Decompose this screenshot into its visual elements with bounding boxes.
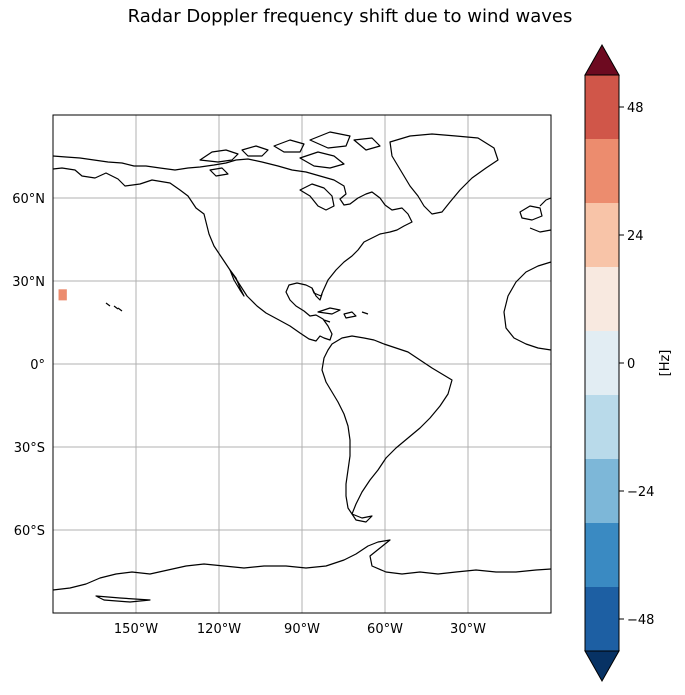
y-tick-labels: 60°N 30°N 0° 30°S 60°S bbox=[12, 192, 45, 539]
coastline-africa bbox=[503, 261, 552, 351]
data-layer bbox=[58, 289, 67, 301]
coastline-iceland bbox=[519, 205, 543, 221]
colorbar-band bbox=[585, 523, 619, 587]
y-tick-label: 0° bbox=[30, 358, 45, 373]
x-tick-label: 150°W bbox=[114, 622, 158, 637]
coastline-hudson-bay bbox=[299, 183, 335, 211]
coastline-antarctica-peninsula-detail bbox=[95, 595, 151, 603]
colorbar-extend-high bbox=[584, 43, 620, 76]
map-frame bbox=[52, 114, 552, 614]
y-tick-label: 30°N bbox=[12, 275, 45, 290]
coastline-antarctica bbox=[52, 539, 552, 591]
x-tick-labels: 150°W 120°W 90°W 60°W 30°W bbox=[114, 622, 486, 637]
coastlines bbox=[52, 131, 552, 603]
coastline-hawaii bbox=[105, 302, 123, 312]
coastline-baja bbox=[229, 269, 245, 297]
colorbar-band bbox=[585, 587, 619, 651]
y-tick-label: 60°N bbox=[12, 192, 45, 207]
x-tick-label: 120°W bbox=[197, 622, 241, 637]
data-patch bbox=[58, 289, 67, 301]
coastline-caribbean bbox=[317, 307, 369, 323]
x-tick-label: 90°W bbox=[284, 622, 320, 637]
colorbar-label: [Hz] bbox=[658, 350, 673, 377]
coastline-north-america bbox=[52, 155, 413, 342]
coastline-arctic-islands bbox=[199, 131, 381, 177]
coastline-europe-edge bbox=[529, 197, 552, 233]
coastline-south-america bbox=[321, 335, 453, 515]
colorbar: 48 24 0 −24 −48 [Hz] bbox=[584, 43, 673, 683]
colorbar-band bbox=[585, 267, 619, 331]
colorbar-bands bbox=[585, 75, 619, 651]
colorbar-tick-label: −24 bbox=[627, 485, 654, 500]
colorbar-ticks: 48 24 0 −24 −48 bbox=[619, 101, 654, 628]
y-tick-label: 60°S bbox=[14, 524, 45, 539]
colorbar-band bbox=[585, 75, 619, 139]
colorbar-tick-label: 48 bbox=[627, 101, 644, 116]
colorbar-tick-label: −48 bbox=[627, 613, 654, 628]
colorbar-extend-low bbox=[584, 650, 620, 683]
colorbar-band bbox=[585, 203, 619, 267]
figure-title: Radar Doppler frequency shift due to win… bbox=[127, 6, 573, 27]
colorbar-tick-label: 24 bbox=[627, 229, 644, 244]
gridlines bbox=[53, 115, 551, 613]
colorbar-band bbox=[585, 459, 619, 523]
map-panel: 150°W 120°W 90°W 60°W 30°W 60°N30°N0°30°S60°… bbox=[12, 114, 552, 637]
x-tick-label: 60°W bbox=[367, 622, 403, 637]
colorbar-tick-label: 0 bbox=[627, 357, 635, 372]
coastline-greenland bbox=[389, 133, 499, 215]
x-tick-label: 30°W bbox=[450, 622, 486, 637]
colorbar-band bbox=[585, 139, 619, 203]
y-tick-label: 30°S bbox=[14, 441, 45, 456]
coastline-florida bbox=[311, 287, 323, 301]
colorbar-band bbox=[585, 331, 619, 395]
colorbar-band bbox=[585, 395, 619, 459]
coastline-tierra-del-fuego bbox=[351, 513, 373, 523]
